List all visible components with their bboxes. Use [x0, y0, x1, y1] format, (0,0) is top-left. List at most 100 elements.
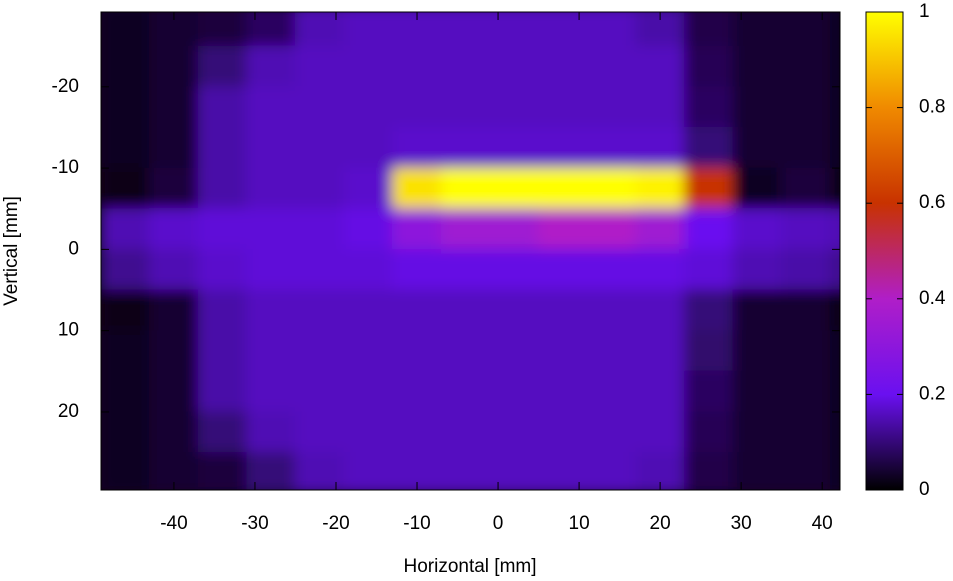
- heatmap-cell: [149, 330, 199, 372]
- heatmap-cell: [586, 45, 637, 88]
- heatmap-cell: [246, 208, 296, 250]
- heatmap-cell: [343, 45, 394, 88]
- heatmap-cell: [829, 126, 840, 169]
- heatmap-cell: [732, 330, 783, 372]
- colorbar-tick-label: 1: [919, 1, 930, 22]
- heatmap-cell: [246, 411, 296, 454]
- y-tick-label: -20: [52, 76, 79, 97]
- heatmap-cell: [829, 370, 840, 413]
- heatmap-cell: [149, 411, 199, 454]
- x-tick-label: -10: [403, 513, 430, 534]
- heatmap-cell: [829, 330, 840, 372]
- heatmap-cell: [781, 370, 831, 413]
- heatmap-cell: [829, 289, 840, 332]
- x-tick-label: 20: [650, 513, 671, 534]
- heatmap-cell: [440, 45, 491, 88]
- heatmap-cell: [829, 86, 840, 128]
- heatmap-cell: [732, 411, 783, 454]
- heatmap-cell: [294, 330, 345, 372]
- heatmap-cell: [683, 452, 734, 490]
- heatmap-cell: [781, 126, 831, 169]
- heatmap-cell: [294, 248, 345, 291]
- heatmap-cell: [149, 86, 199, 128]
- heatmap-cell: [538, 411, 588, 454]
- heatmap-cell: [732, 45, 783, 88]
- heatmap-cell: [197, 289, 248, 332]
- heatmap-cell: [343, 289, 394, 332]
- x-tick-label: -40: [160, 513, 187, 534]
- colorbar-tick-label: 0: [919, 479, 930, 500]
- heatmap-cell: [683, 248, 734, 291]
- heatmap-cell: [149, 248, 199, 291]
- heatmap-cell: [781, 248, 831, 291]
- heatmap-cell: [343, 330, 394, 372]
- heatmap-cell: [294, 452, 345, 490]
- heatmap-cell: [732, 86, 783, 128]
- colorbar-tick-label: 0.8: [919, 97, 945, 118]
- heatmap-cell: [440, 12, 491, 47]
- heatmap-cell: [246, 167, 296, 210]
- heatmap-cell: [635, 289, 685, 332]
- heatmap-cell: [829, 45, 840, 88]
- heatmap-cell: [489, 411, 540, 454]
- heatmap-cell: [197, 45, 248, 88]
- heatmap-cell: [732, 126, 783, 169]
- heatmap-cell: [197, 330, 248, 372]
- heatmap-cell: [294, 86, 345, 128]
- heatmap-cell: [781, 86, 831, 128]
- heatmap-cell: [635, 370, 685, 413]
- heatmap-cell: [586, 411, 637, 454]
- heatmap-cell: [635, 126, 685, 169]
- heatmap-cell: [829, 452, 840, 490]
- heatmap-cell: [294, 45, 345, 88]
- heatmap-cell: [683, 370, 734, 413]
- heatmap-cell: [586, 289, 637, 332]
- heatmap-cell: [392, 289, 442, 332]
- heatmap-cell: [149, 45, 199, 88]
- colorbar: [865, 11, 904, 491]
- heatmap-cell: [294, 167, 345, 210]
- heatmap-cell: [683, 330, 734, 372]
- heatmap-clip: [101, 12, 840, 490]
- heatmap-cell: [246, 126, 296, 169]
- heatmap-cell: [635, 248, 685, 291]
- heatmap-cell: [101, 45, 151, 88]
- heatmap-cell: [101, 248, 151, 291]
- heatmap-cell: [246, 452, 296, 490]
- heatmap-cell: [683, 289, 734, 332]
- heatmap-cell: [246, 330, 296, 372]
- heatmap-cell: [149, 208, 199, 250]
- heatmap-cell: [829, 12, 840, 47]
- heatmap-cell: [392, 126, 442, 169]
- heatmap-cell: [489, 452, 540, 490]
- heatmap-cell: [149, 289, 199, 332]
- colorbar-tick-label: 0.4: [919, 288, 946, 309]
- heatmap-cell: [440, 411, 491, 454]
- heatmap-cell: [538, 12, 588, 47]
- heatmap-cell: [440, 452, 491, 490]
- x-tick-label: -20: [322, 513, 349, 534]
- heatmap-cell: [781, 289, 831, 332]
- heatmap-cell: [294, 208, 345, 250]
- heatmap-cell: [538, 248, 588, 291]
- heatmap-cell: [294, 289, 345, 332]
- heatmap-cell: [683, 167, 734, 210]
- heatmap-cell: [635, 45, 685, 88]
- heatmap-cell: [586, 12, 637, 47]
- heatmap-cell: [149, 12, 199, 47]
- heatmap-cell: [440, 289, 491, 332]
- heatmap-cell: [538, 86, 588, 128]
- heatmap-cell: [392, 208, 442, 250]
- heatmap-cell: [781, 45, 831, 88]
- heatmap-cell: [829, 167, 840, 210]
- heatmap-cell: [440, 330, 491, 372]
- heatmap-cell: [197, 411, 248, 454]
- heatmap-cell: [586, 167, 637, 210]
- heatmap-cell: [538, 45, 588, 88]
- heatmap-cell: [781, 330, 831, 372]
- heatmap-cell: [101, 12, 151, 47]
- heatmap-cell: [101, 411, 151, 454]
- heatmap-cell: [538, 452, 588, 490]
- heatmap-cell: [392, 86, 442, 128]
- heatmap-cell: [392, 45, 442, 88]
